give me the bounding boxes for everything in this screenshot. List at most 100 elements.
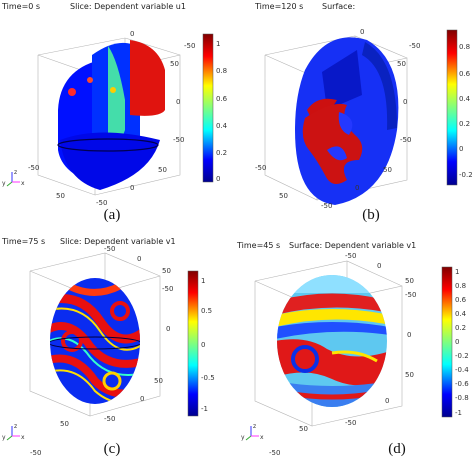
tick: -50 — [28, 164, 39, 172]
svg-text:0.6: 0.6 — [459, 70, 471, 78]
plot-area-b: 0 -50 50 0 -50 50 0 -50 50 -50 0.8 0.6 0… — [255, 28, 473, 210]
svg-text:-1: -1 — [201, 405, 208, 413]
svg-text:50: 50 — [154, 377, 163, 385]
svg-text:50: 50 — [405, 371, 414, 379]
time-label: Time=45 s — [237, 241, 281, 250]
svg-text:50: 50 — [60, 420, 69, 428]
caption-b: (b) — [362, 207, 380, 223]
svg-text:-0.4: -0.4 — [455, 366, 469, 374]
svg-text:0: 0 — [140, 395, 144, 403]
surface-object — [295, 37, 399, 206]
colorbar — [446, 29, 458, 186]
svg-text:-50: -50 — [405, 291, 416, 299]
plot-label: Slice: Dependent variable v1 — [60, 237, 176, 246]
svg-text:-0.8: -0.8 — [455, 394, 469, 402]
svg-text:z: z — [14, 423, 17, 430]
svg-text:-0.2: -0.2 — [459, 171, 473, 179]
plot-label: Surface: — [322, 2, 356, 11]
svg-text:0: 0 — [166, 325, 170, 333]
svg-text:z: z — [253, 423, 256, 430]
tick: 50 — [56, 192, 65, 200]
svg-text:y: y — [2, 434, 6, 441]
svg-text:1: 1 — [455, 268, 459, 276]
svg-text:50: 50 — [397, 60, 406, 68]
svg-text:x: x — [260, 434, 264, 441]
svg-text:-0.2: -0.2 — [455, 352, 469, 360]
svg-text:0.8: 0.8 — [459, 43, 470, 51]
caption-a: (a) — [103, 207, 121, 223]
svg-text:0: 0 — [459, 145, 463, 153]
svg-text:0.5: 0.5 — [201, 307, 212, 315]
tick: 0 — [130, 30, 134, 38]
svg-text:1: 1 — [216, 40, 220, 48]
svg-text:0: 0 — [360, 28, 364, 36]
svg-text:0.2: 0.2 — [455, 324, 466, 332]
panel-c-header: Time=75 s Slice: Dependent variable v1 — [0, 233, 237, 246]
tick: 0 — [176, 98, 180, 106]
svg-text:-50: -50 — [30, 449, 41, 457]
svg-text:y: y — [2, 180, 6, 187]
plot-label: Surface: Dependent variable v1 — [289, 241, 417, 250]
svg-text:-50: -50 — [104, 245, 115, 253]
time-label: Time=0 s — [2, 2, 41, 11]
tick: -50 — [184, 42, 195, 50]
svg-text:-50: -50 — [104, 415, 115, 423]
axis-ticks-b: 0 -50 50 0 -50 50 0 -50 50 -50 — [255, 28, 420, 210]
svg-text:0.8: 0.8 — [455, 282, 466, 290]
axis-triad-icon: z x y — [241, 423, 264, 441]
svg-text:0: 0 — [377, 262, 381, 270]
svg-text:-50: -50 — [162, 285, 173, 293]
time-label: Time=120 s — [255, 2, 304, 11]
svg-text:50: 50 — [299, 425, 308, 433]
colorbar — [202, 33, 214, 183]
colorbar-ticks-d: 1 0.8 0.6 0.4 0.2 0 -0.2 -0.4 -0.6 -0.8 … — [455, 268, 469, 417]
surface-sphere — [277, 275, 387, 407]
svg-text:0: 0 — [455, 338, 459, 346]
svg-text:0.4: 0.4 — [459, 95, 471, 103]
time-label: Time=75 s — [2, 237, 46, 246]
svg-text:-50: -50 — [345, 252, 356, 260]
axis-ticks-a: 0 -50 50 0 -50 50 0 -50 50 -50 — [28, 30, 195, 207]
svg-text:z: z — [14, 169, 17, 176]
panel-b-header: Time=120 s Surface: — [237, 2, 474, 14]
axis-triad-icon: z x y — [2, 423, 25, 441]
svg-text:50: 50 — [383, 166, 392, 174]
svg-text:y: y — [241, 434, 245, 441]
svg-text:0: 0 — [201, 341, 205, 349]
svg-text:0.2: 0.2 — [459, 120, 470, 128]
panel-c: Time=75 s Slice: Dependent variable v1 — [0, 231, 237, 462]
colorbar-ticks-a: 1 0.8 0.6 0.4 0.2 0 — [216, 40, 228, 183]
tick: -50 — [173, 136, 184, 144]
svg-text:0.6: 0.6 — [455, 296, 467, 304]
axis-ticks-d: -50 0 50 -50 0 50 0 -50 50 -50 — [269, 252, 416, 457]
plot-area-a: 0 -50 50 0 -50 50 0 -50 50 -50 z x y 1 0… — [2, 30, 228, 207]
svg-text:0.8: 0.8 — [216, 67, 227, 75]
panel-d: Time=45 s Surface: Dependent variable v1 — [237, 231, 474, 462]
panel-d-header: Time=45 s Surface: Dependent variable v1 — [237, 233, 474, 250]
caption-d: (d) — [388, 441, 406, 457]
plot-area-d: -50 0 50 -50 0 50 0 -50 50 -50 z x y 1 0… — [241, 252, 469, 457]
panel-b: Time=120 s Surface: — [237, 0, 474, 231]
svg-text:-50: -50 — [400, 136, 411, 144]
slice-sphere — [50, 278, 140, 404]
svg-text:50: 50 — [279, 192, 288, 200]
colorbar — [187, 270, 199, 417]
svg-text:0: 0 — [355, 184, 359, 192]
svg-text:x: x — [21, 180, 25, 187]
svg-text:0: 0 — [385, 397, 389, 405]
svg-text:50: 50 — [405, 277, 414, 285]
colorbar-ticks-c: 1 0.5 0 -0.5 -1 — [201, 277, 215, 413]
svg-text:-50: -50 — [345, 419, 356, 427]
plot-area-c: -50 0 50 -50 0 50 0 -50 50 -50 z x y 1 0… — [2, 245, 215, 457]
axis-triad-icon: z x y — [2, 169, 25, 187]
svg-text:0: 0 — [137, 255, 141, 263]
svg-text:0: 0 — [403, 98, 407, 106]
svg-text:0.4: 0.4 — [455, 310, 467, 318]
colorbar-ticks-b: 0.8 0.6 0.4 0.2 0 -0.2 — [459, 43, 473, 179]
slice-object — [57, 40, 165, 190]
axis-ticks-c: -50 0 50 -50 0 50 0 -50 50 -50 — [30, 245, 173, 457]
tick: 50 — [170, 60, 179, 68]
tick: 50 — [158, 166, 167, 174]
panel-a: Time=0 s Slice: Dependent variable u1 — [0, 0, 237, 231]
svg-text:-50: -50 — [321, 202, 332, 210]
